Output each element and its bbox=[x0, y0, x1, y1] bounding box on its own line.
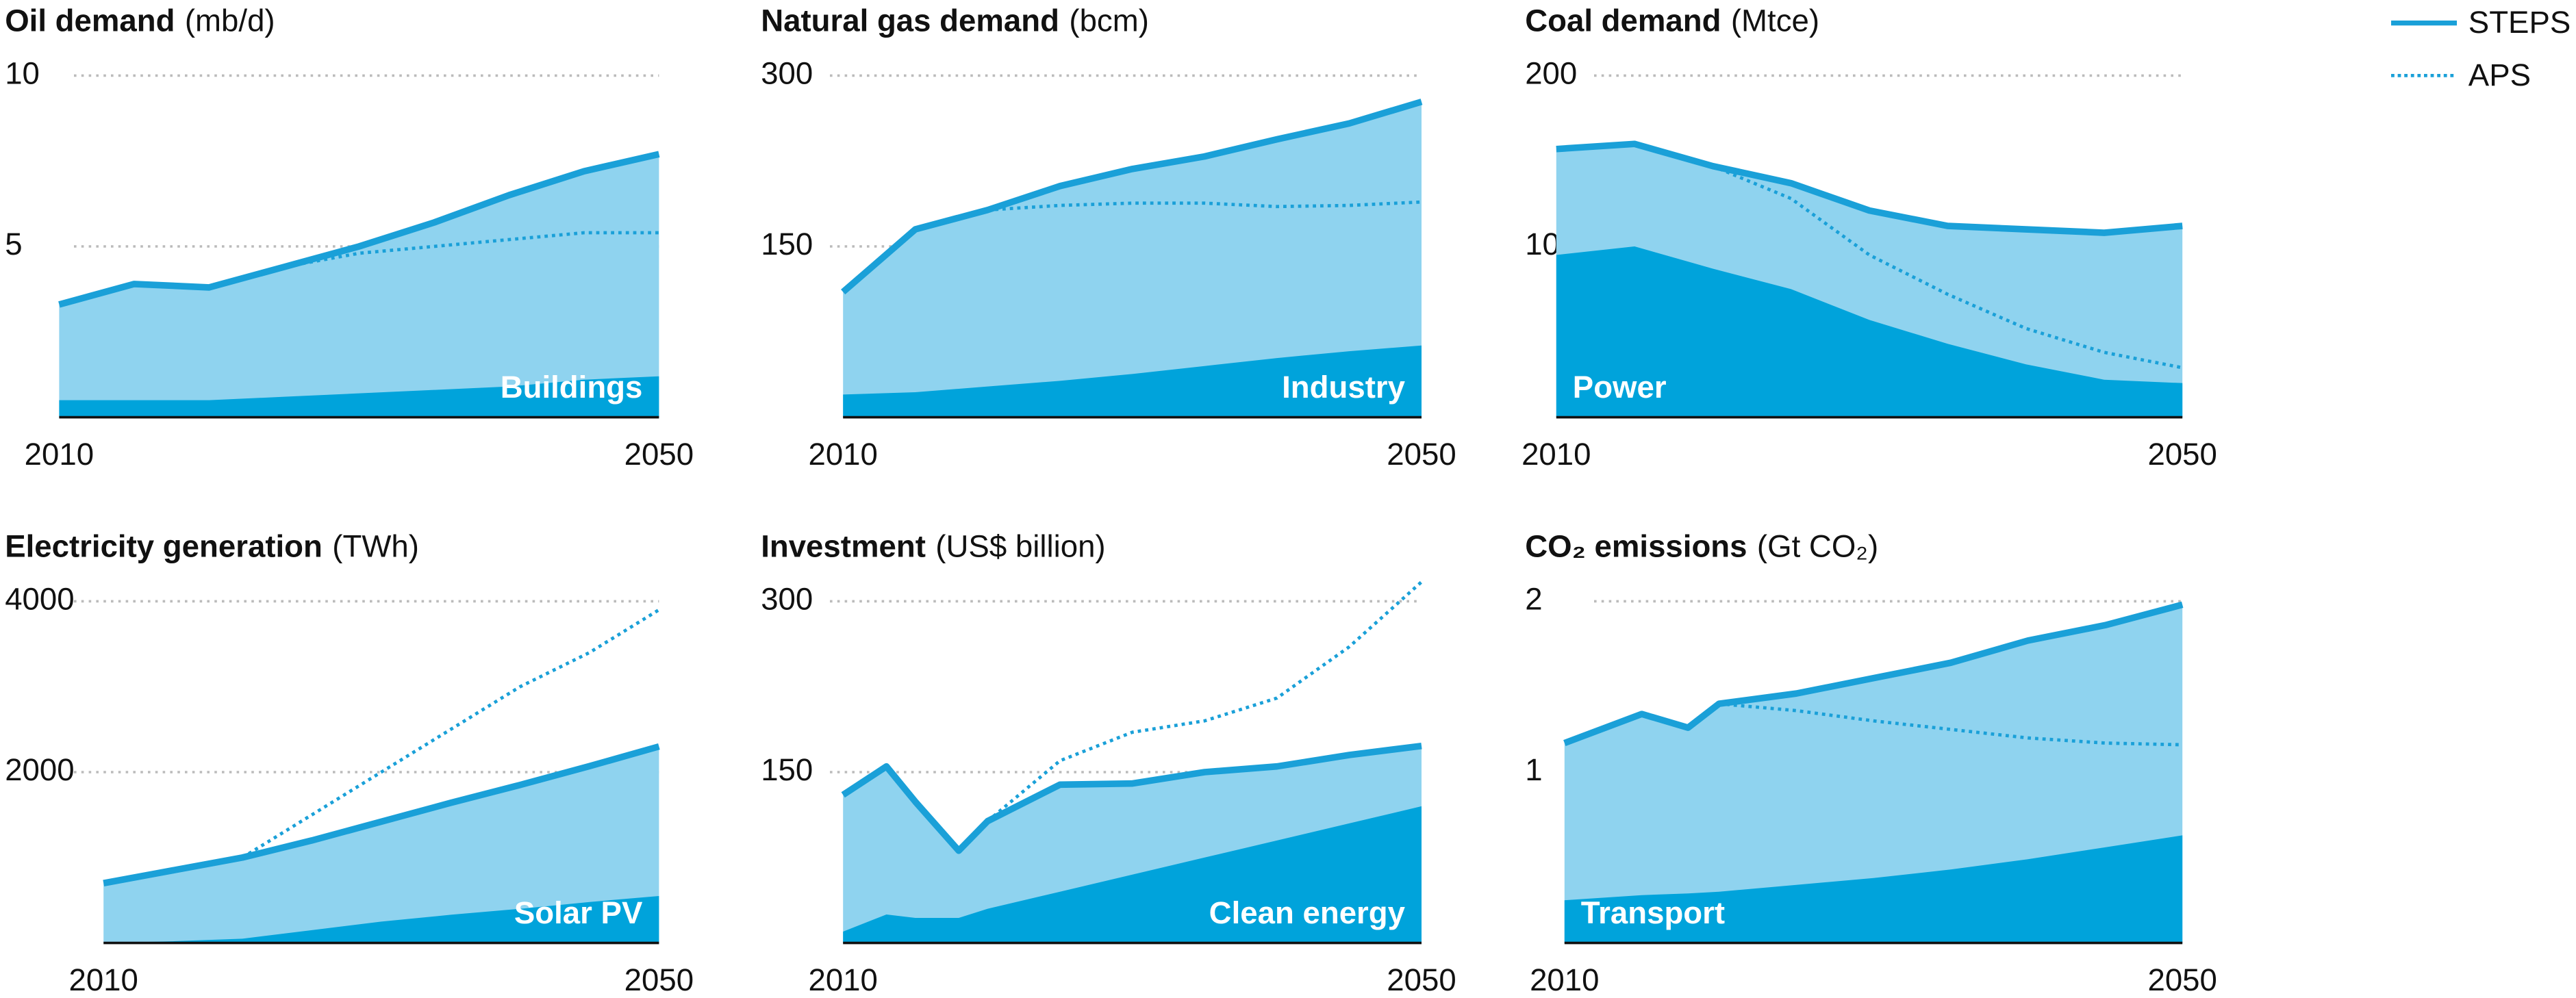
component-label: Solar PV bbox=[514, 895, 643, 930]
component-label: Power bbox=[1573, 370, 1667, 405]
x-tick-label: 2010 bbox=[1521, 437, 1591, 472]
chart-title: Electricity generation (TWh) bbox=[5, 529, 419, 564]
aps-line bbox=[1712, 164, 2183, 370]
steps-line bbox=[841, 99, 1423, 295]
y-tick-label: 4000 bbox=[5, 581, 74, 616]
x-tick-label: 2050 bbox=[2147, 962, 2217, 997]
x-tick-label: 2050 bbox=[624, 437, 694, 472]
y-tick-label: 150 bbox=[761, 227, 813, 261]
x-tick-label: 2050 bbox=[624, 962, 694, 997]
title-main: Electricity generation bbox=[5, 529, 323, 564]
title-main: Coal demand bbox=[1525, 3, 1721, 38]
title-unit: (mb/d) bbox=[185, 3, 275, 38]
chart-title: Oil demand (mb/d) bbox=[5, 3, 275, 38]
aps-line bbox=[208, 231, 659, 290]
component-area bbox=[1556, 246, 2183, 418]
y-tick-label: 2000 bbox=[5, 752, 74, 787]
steps-line bbox=[58, 151, 660, 308]
component-area bbox=[843, 345, 1422, 418]
legend-label: APS bbox=[2468, 57, 2531, 92]
x-tick-label: 2050 bbox=[2147, 437, 2217, 472]
chart-title: Investment (US$ billion) bbox=[761, 529, 1105, 564]
component-label: Industry bbox=[1282, 370, 1406, 405]
x-tick-label: 2010 bbox=[25, 437, 94, 472]
y-tick-label: 300 bbox=[761, 581, 813, 616]
x-tick-label: 2010 bbox=[808, 962, 877, 997]
aps-line bbox=[987, 200, 1422, 212]
title-main: Natural gas demand bbox=[761, 3, 1059, 38]
title-unit: (bcm) bbox=[1069, 3, 1149, 38]
y-tick-label: 300 bbox=[761, 55, 813, 90]
y-tick-label: 200 bbox=[1525, 55, 1577, 90]
steps-line bbox=[841, 742, 1422, 854]
x-tick-label: 2050 bbox=[1387, 437, 1456, 472]
title-unit: (Mtce) bbox=[1731, 3, 1819, 38]
y-tick-label: 2 bbox=[1525, 581, 1542, 616]
legend-label: STEPS bbox=[2468, 5, 2571, 40]
chart-title: Natural gas demand (bcm) bbox=[761, 3, 1149, 38]
total-area bbox=[59, 154, 659, 418]
title-main: Investment bbox=[761, 529, 926, 564]
y-tick-label: 5 bbox=[5, 227, 22, 261]
steps-line bbox=[1556, 140, 2183, 236]
title-unit: (TWh) bbox=[332, 529, 419, 564]
title-main: CO₂ emissions bbox=[1525, 529, 1747, 564]
component-label: Clean energy bbox=[1209, 895, 1406, 930]
component-label: Buildings bbox=[501, 370, 643, 405]
component-area bbox=[103, 895, 659, 943]
x-tick-label: 2010 bbox=[1530, 962, 1599, 997]
chart-title: CO₂ emissions (Gt CO₂) bbox=[1525, 529, 1878, 564]
steps-line bbox=[1563, 601, 2184, 747]
x-tick-label: 2010 bbox=[808, 437, 877, 472]
x-tick-label: 2050 bbox=[1387, 962, 1456, 997]
steps-line bbox=[103, 743, 660, 886]
total-area bbox=[103, 746, 659, 943]
title-unit: (Gt CO₂) bbox=[1757, 529, 1878, 564]
title-main: Oil demand bbox=[5, 3, 175, 38]
x-tick-label: 2010 bbox=[68, 962, 138, 997]
chart-title: Coal demand (Mtce) bbox=[1525, 3, 1819, 38]
y-tick-label: 1 bbox=[1525, 752, 1542, 787]
title-unit: (US$ billion) bbox=[935, 529, 1105, 564]
component-label: Transport bbox=[1581, 895, 1725, 930]
component-area bbox=[59, 376, 659, 418]
aps-line bbox=[241, 608, 660, 859]
y-tick-label: 150 bbox=[761, 752, 813, 787]
total-area bbox=[1564, 604, 2183, 943]
component-area bbox=[1564, 835, 2183, 943]
total-area bbox=[843, 101, 1422, 418]
aps-line bbox=[986, 580, 1423, 823]
y-tick-label: 10 bbox=[5, 55, 40, 90]
